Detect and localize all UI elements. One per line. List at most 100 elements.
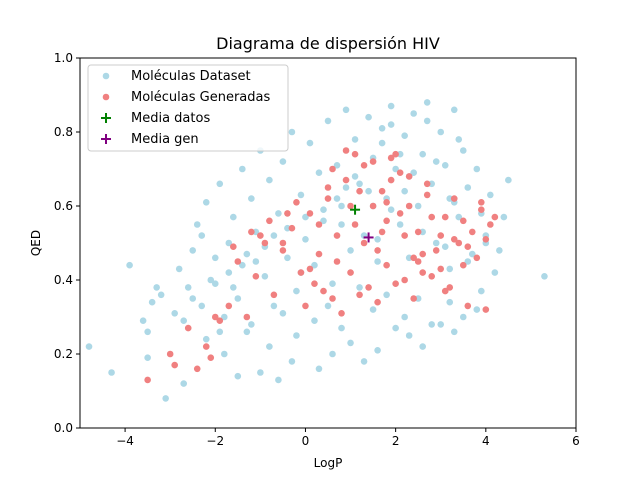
series-1-point bbox=[482, 236, 490, 243]
series-0-point bbox=[329, 350, 336, 358]
series-0-point bbox=[441, 243, 449, 250]
chart-title: Diagrama de dispersión HIV bbox=[216, 34, 440, 53]
series-1-point bbox=[396, 169, 404, 176]
x-tick-label: 0 bbox=[302, 434, 310, 448]
series-0-point bbox=[338, 221, 345, 228]
series-0-point bbox=[423, 99, 431, 106]
series-0-point bbox=[387, 102, 395, 110]
series-0-point bbox=[293, 332, 300, 339]
series-0-point bbox=[288, 358, 296, 365]
series-0-point bbox=[419, 343, 426, 350]
series-0-point bbox=[184, 284, 192, 291]
series-1-point bbox=[383, 261, 390, 269]
y-tick-label: 0.2 bbox=[54, 347, 73, 361]
series-1-point bbox=[342, 176, 350, 184]
series-1-point bbox=[387, 154, 395, 162]
series-0-point bbox=[428, 180, 436, 188]
series-0-point bbox=[216, 180, 224, 188]
series-0-point bbox=[243, 250, 251, 258]
x-tick-label: 4 bbox=[482, 434, 490, 448]
series-1-point bbox=[270, 291, 278, 299]
series-2-point bbox=[350, 204, 361, 215]
series-0-point bbox=[252, 258, 260, 265]
series-0-point bbox=[365, 113, 372, 121]
y-tick-label: 1.0 bbox=[54, 51, 73, 65]
series-0-point bbox=[496, 247, 503, 254]
series-0-point bbox=[239, 165, 246, 173]
series-1-point bbox=[468, 228, 476, 236]
series-0-point bbox=[459, 147, 467, 154]
series-1-point bbox=[478, 206, 485, 213]
series-1-point bbox=[401, 232, 408, 239]
series-0-point bbox=[478, 287, 485, 295]
series-0-point bbox=[500, 213, 508, 221]
series-0-point bbox=[365, 187, 372, 195]
series-0-point bbox=[108, 369, 115, 376]
series-0-point bbox=[338, 202, 345, 210]
series-1-point bbox=[428, 273, 436, 280]
series-1-point bbox=[432, 247, 440, 254]
series-0-point bbox=[541, 273, 548, 280]
series-1-point bbox=[252, 273, 260, 280]
series-1-point bbox=[248, 228, 255, 236]
series-0-point bbox=[126, 261, 133, 269]
series-0-point bbox=[450, 328, 458, 336]
series-1-point bbox=[356, 187, 363, 195]
legend-items: Moléculas Dataset Moléculas Generadas Medi… bbox=[101, 69, 270, 147]
series-1-point bbox=[414, 228, 422, 236]
series-0-point bbox=[302, 236, 309, 243]
series-0-point bbox=[455, 213, 463, 221]
series-1-point bbox=[297, 269, 305, 276]
series-1-point bbox=[306, 210, 314, 217]
x-tick-label: 2 bbox=[392, 434, 400, 448]
series-0-point bbox=[387, 206, 395, 213]
series-0-point bbox=[198, 232, 206, 239]
series-1-point bbox=[184, 324, 192, 332]
series-0-point bbox=[468, 250, 476, 258]
legend-item: Moléculas Generadas bbox=[102, 90, 270, 105]
series-0-point bbox=[284, 224, 291, 232]
series-0-point bbox=[387, 121, 395, 128]
series-0-point bbox=[459, 313, 467, 321]
series-1-point bbox=[351, 150, 359, 158]
series-0-point bbox=[342, 106, 350, 114]
series-1-point bbox=[333, 258, 341, 265]
series-0-point bbox=[491, 269, 499, 276]
series-0-point bbox=[374, 347, 381, 354]
series-0-point bbox=[360, 358, 368, 365]
series-1-point bbox=[369, 158, 377, 165]
series-0-point bbox=[275, 210, 282, 217]
series-0-point bbox=[306, 139, 314, 147]
series-1-point bbox=[225, 302, 233, 310]
series-1-point bbox=[405, 202, 413, 210]
series-0-point bbox=[220, 350, 228, 358]
series-1-point bbox=[396, 210, 404, 217]
series-1-point bbox=[491, 213, 499, 221]
series-0-point bbox=[157, 291, 165, 299]
series-1-point bbox=[423, 191, 431, 199]
legend-box bbox=[87, 64, 289, 152]
series-3 bbox=[363, 232, 374, 243]
series-0-point bbox=[455, 136, 463, 143]
series-1-point bbox=[329, 295, 336, 302]
series-0-point bbox=[410, 110, 417, 117]
series-1-point bbox=[329, 165, 336, 173]
legend-label: Media gen bbox=[131, 132, 199, 147]
series-2 bbox=[350, 204, 361, 215]
series-0-point bbox=[338, 324, 345, 332]
series-0-point bbox=[239, 261, 246, 269]
series-0-point bbox=[293, 287, 300, 295]
series-0-point bbox=[320, 206, 327, 213]
legend-marker bbox=[102, 93, 110, 101]
series-1-point bbox=[360, 239, 368, 247]
series-1-point bbox=[360, 162, 368, 169]
series-0-point bbox=[392, 165, 399, 173]
series-1-point bbox=[482, 306, 490, 313]
series-0-point bbox=[441, 162, 449, 169]
series-0-point bbox=[464, 184, 472, 191]
series-0-point bbox=[193, 221, 201, 228]
series-1-point bbox=[392, 150, 399, 158]
series-0-point bbox=[333, 162, 341, 169]
series-1-point bbox=[279, 239, 287, 247]
series-1-point bbox=[419, 250, 426, 258]
